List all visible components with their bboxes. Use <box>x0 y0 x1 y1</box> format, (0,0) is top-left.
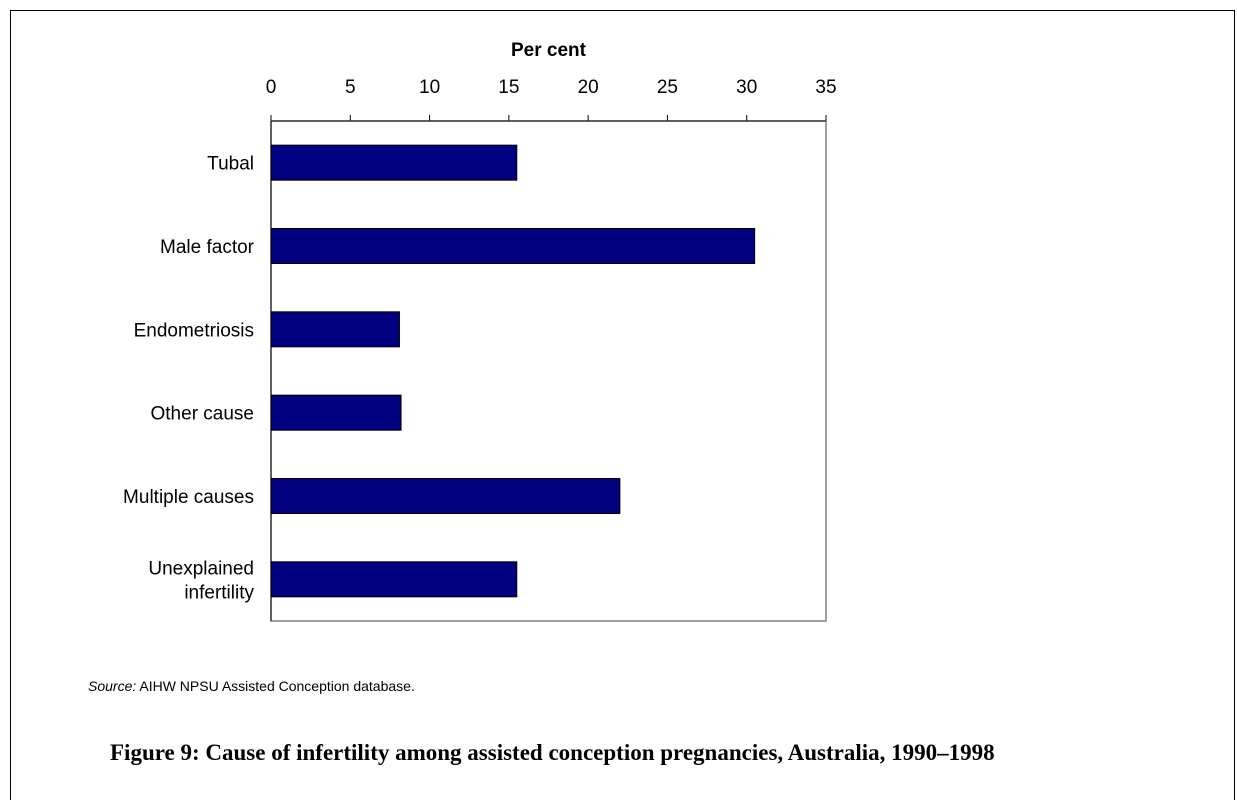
bar <box>270 394 402 431</box>
category-labels: Tubal Male factor Endometriosis Other cause… <box>123 154 255 604</box>
bar <box>270 144 518 181</box>
x-tick-label: 20 <box>578 77 599 98</box>
x-tick-label: 0 <box>266 77 277 98</box>
bar <box>270 561 518 598</box>
source-note: Source: AIHW NPSU Assisted Conception da… <box>88 678 415 694</box>
x-axis-title: Per cent <box>511 40 587 61</box>
figure-frame <box>10 10 1235 800</box>
figure-caption: Figure 9: Cause of infertility among ass… <box>110 740 995 765</box>
bar <box>270 478 621 514</box>
x-tick-label: 30 <box>736 77 757 98</box>
x-tick-label: 35 <box>815 77 836 98</box>
bar <box>270 311 400 348</box>
x-axis-ticks: 0 5 10 15 20 25 30 35 <box>266 77 837 121</box>
category-label: Multiple causes <box>123 487 254 508</box>
x-tick-label: 25 <box>657 77 678 98</box>
category-label: infertility <box>184 582 254 603</box>
x-tick-label: 5 <box>345 77 356 98</box>
source-label: Source: <box>88 678 137 694</box>
x-tick-label: 15 <box>498 77 519 98</box>
bars <box>270 144 756 598</box>
category-label: Unexplained <box>148 558 254 579</box>
category-label: Male factor <box>160 237 255 258</box>
x-tick-label: 10 <box>419 77 440 98</box>
source-text: AIHW NPSU Assisted Conception database. <box>136 678 415 694</box>
category-label: Endometriosis <box>134 320 254 341</box>
bar-chart: Per cent 0 5 10 15 20 25 30 35 Tubal Male factor… <box>123 40 837 622</box>
category-label: Tubal <box>207 154 254 175</box>
plot-area-border <box>270 120 827 622</box>
bar <box>270 228 756 264</box>
category-label: Other cause <box>151 404 255 425</box>
